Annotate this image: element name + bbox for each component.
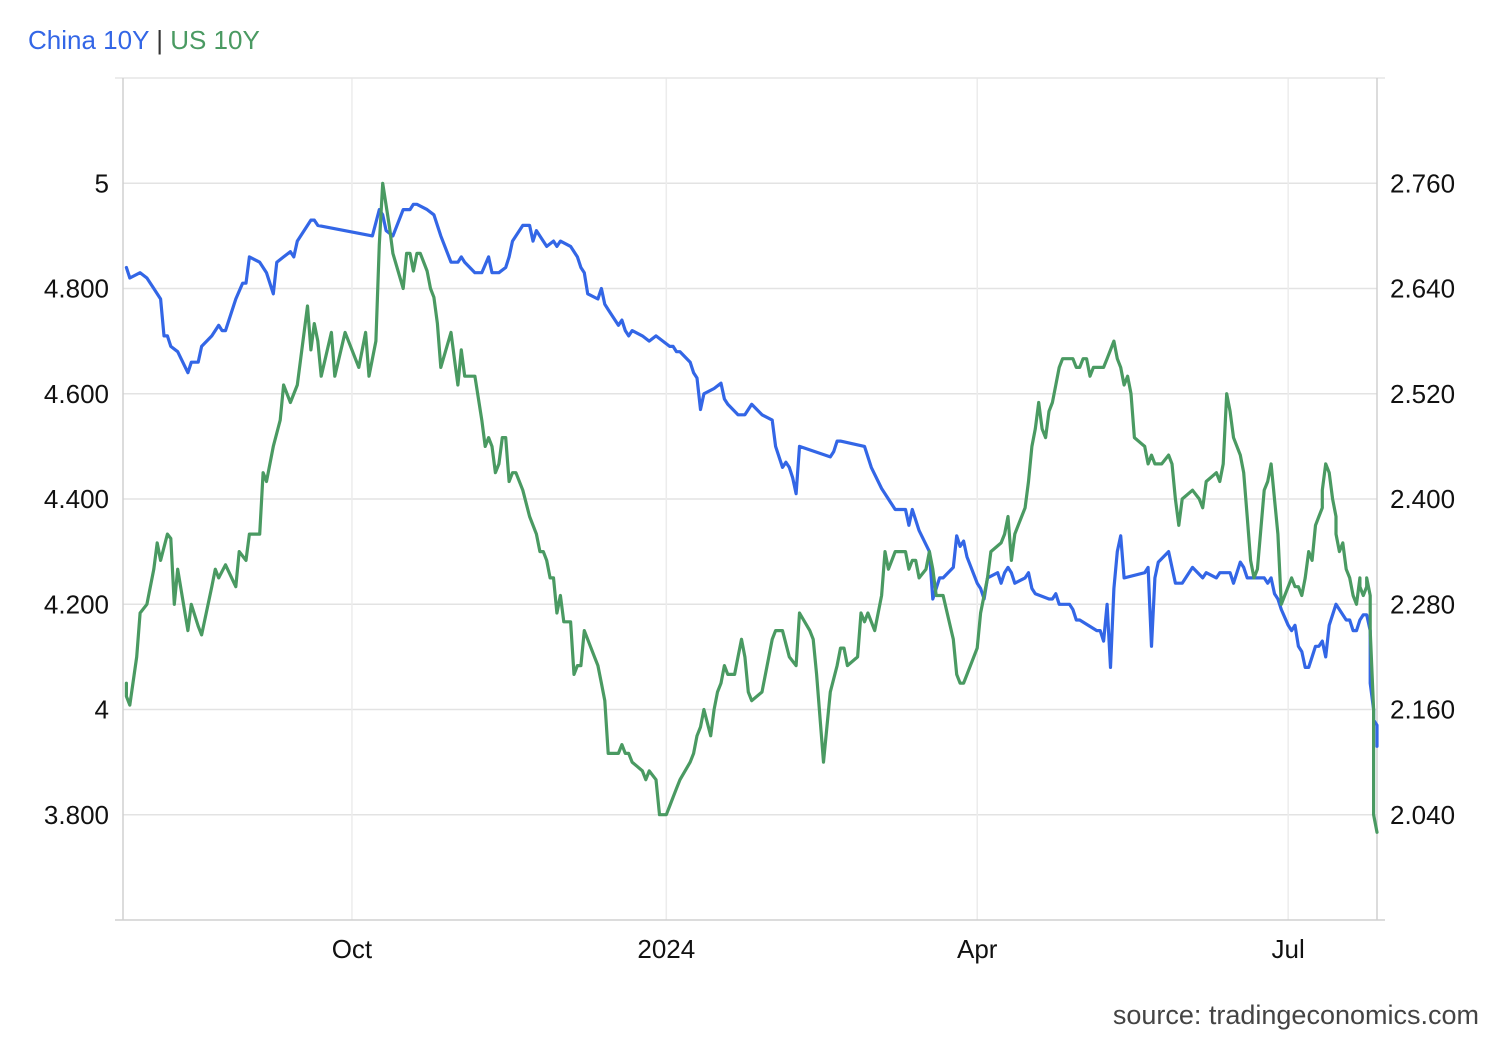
x-tick-label: Apr bbox=[957, 934, 998, 964]
y-right-tick-label: 2.160 bbox=[1390, 695, 1455, 725]
y-right-tick-label: 2.640 bbox=[1390, 274, 1455, 304]
source-credit: source: tradingeconomics.com bbox=[1112, 1000, 1479, 1030]
y-right-tick-label: 2.040 bbox=[1390, 800, 1455, 830]
y-left-tick-label: 3.800 bbox=[44, 800, 109, 830]
chart-gridlines bbox=[115, 77, 1385, 920]
legend-separator: | bbox=[156, 25, 163, 55]
y-right-tick-label: 2.280 bbox=[1390, 589, 1455, 619]
y-right-tick-label: 2.400 bbox=[1390, 484, 1455, 514]
y-left-tick-label: 4.600 bbox=[44, 379, 109, 409]
legend-item-china-10y[interactable]: China 10Y bbox=[28, 25, 149, 55]
chart-series bbox=[124, 181, 1379, 834]
chart-axes bbox=[115, 78, 1385, 921]
x-tick-label: Jul bbox=[1272, 934, 1305, 964]
dual-axis-line-chart: 3.800 4 4.200 4.400 4.600 4.800 5 2.040 2.160 2.2… bbox=[44, 77, 1455, 964]
y-left-tick-label: 4.400 bbox=[44, 484, 109, 514]
y-left-tick-label: 5 bbox=[95, 168, 109, 198]
chart-tick-labels: 3.800 4 4.200 4.400 4.600 4.800 5 2.040 2.160 2.2… bbox=[44, 168, 1455, 964]
x-tick-label: Oct bbox=[332, 934, 373, 964]
y-left-tick-label: 4 bbox=[95, 695, 109, 725]
y-left-tick-label: 4.800 bbox=[44, 274, 109, 304]
series-line-us-10y[interactable] bbox=[124, 181, 1379, 834]
legend-item-us-10y[interactable]: US 10Y bbox=[170, 25, 260, 55]
y-right-tick-label: 2.760 bbox=[1390, 168, 1455, 198]
chart-legend: China 10Y | US 10Y bbox=[28, 24, 260, 56]
y-left-tick-label: 4.200 bbox=[44, 589, 109, 619]
y-right-tick-label: 2.520 bbox=[1390, 379, 1455, 409]
x-tick-label: 2024 bbox=[637, 934, 695, 964]
series-line-china-10y[interactable] bbox=[124, 202, 1379, 748]
